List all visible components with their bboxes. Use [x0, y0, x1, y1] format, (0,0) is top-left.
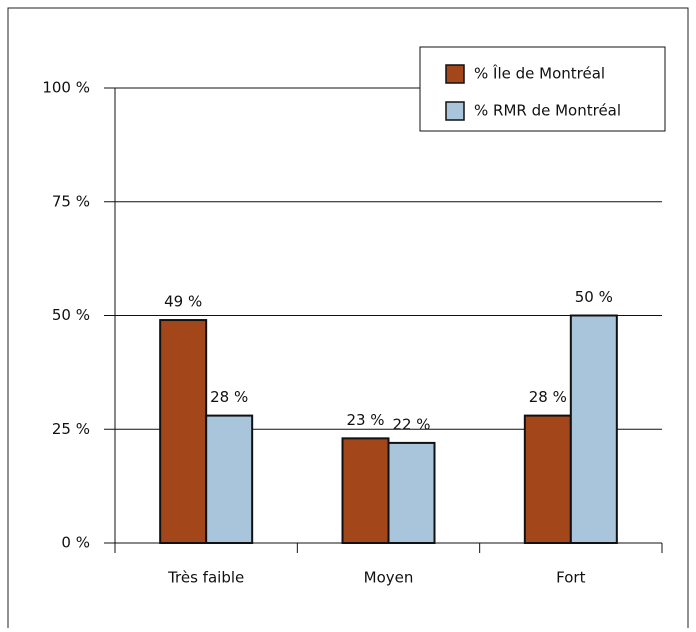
- x-tick-label: Très faible: [167, 569, 244, 587]
- bar: [523, 414, 572, 545]
- bar: [387, 441, 436, 544]
- x-tick-label: Moyen: [364, 569, 414, 587]
- y-tick-label: 25 %: [52, 420, 90, 438]
- legend-swatch: [445, 101, 465, 121]
- value-label: 49 %: [164, 293, 202, 311]
- legend-label: % RMR de Montréal: [474, 102, 621, 120]
- legend-label: % Île de Montréal: [474, 64, 605, 83]
- x-tick-label: Fort: [556, 569, 585, 587]
- value-label: 28 %: [529, 388, 567, 406]
- bar: [159, 319, 208, 544]
- value-label: 28 %: [210, 388, 248, 406]
- legend-swatch: [445, 64, 465, 84]
- bar: [205, 414, 254, 545]
- y-tick-label: 50 %: [52, 306, 90, 324]
- value-label: 22 %: [392, 415, 430, 433]
- y-tick-label: 75 %: [52, 192, 90, 210]
- value-label: 23 %: [346, 411, 384, 429]
- y-tick-label: 100 %: [42, 79, 90, 97]
- bar: [341, 437, 390, 545]
- frame: [7, 7, 689, 632]
- bar: [569, 314, 618, 544]
- value-label: 50 %: [575, 288, 613, 306]
- y-tick-label: 0 %: [61, 534, 90, 552]
